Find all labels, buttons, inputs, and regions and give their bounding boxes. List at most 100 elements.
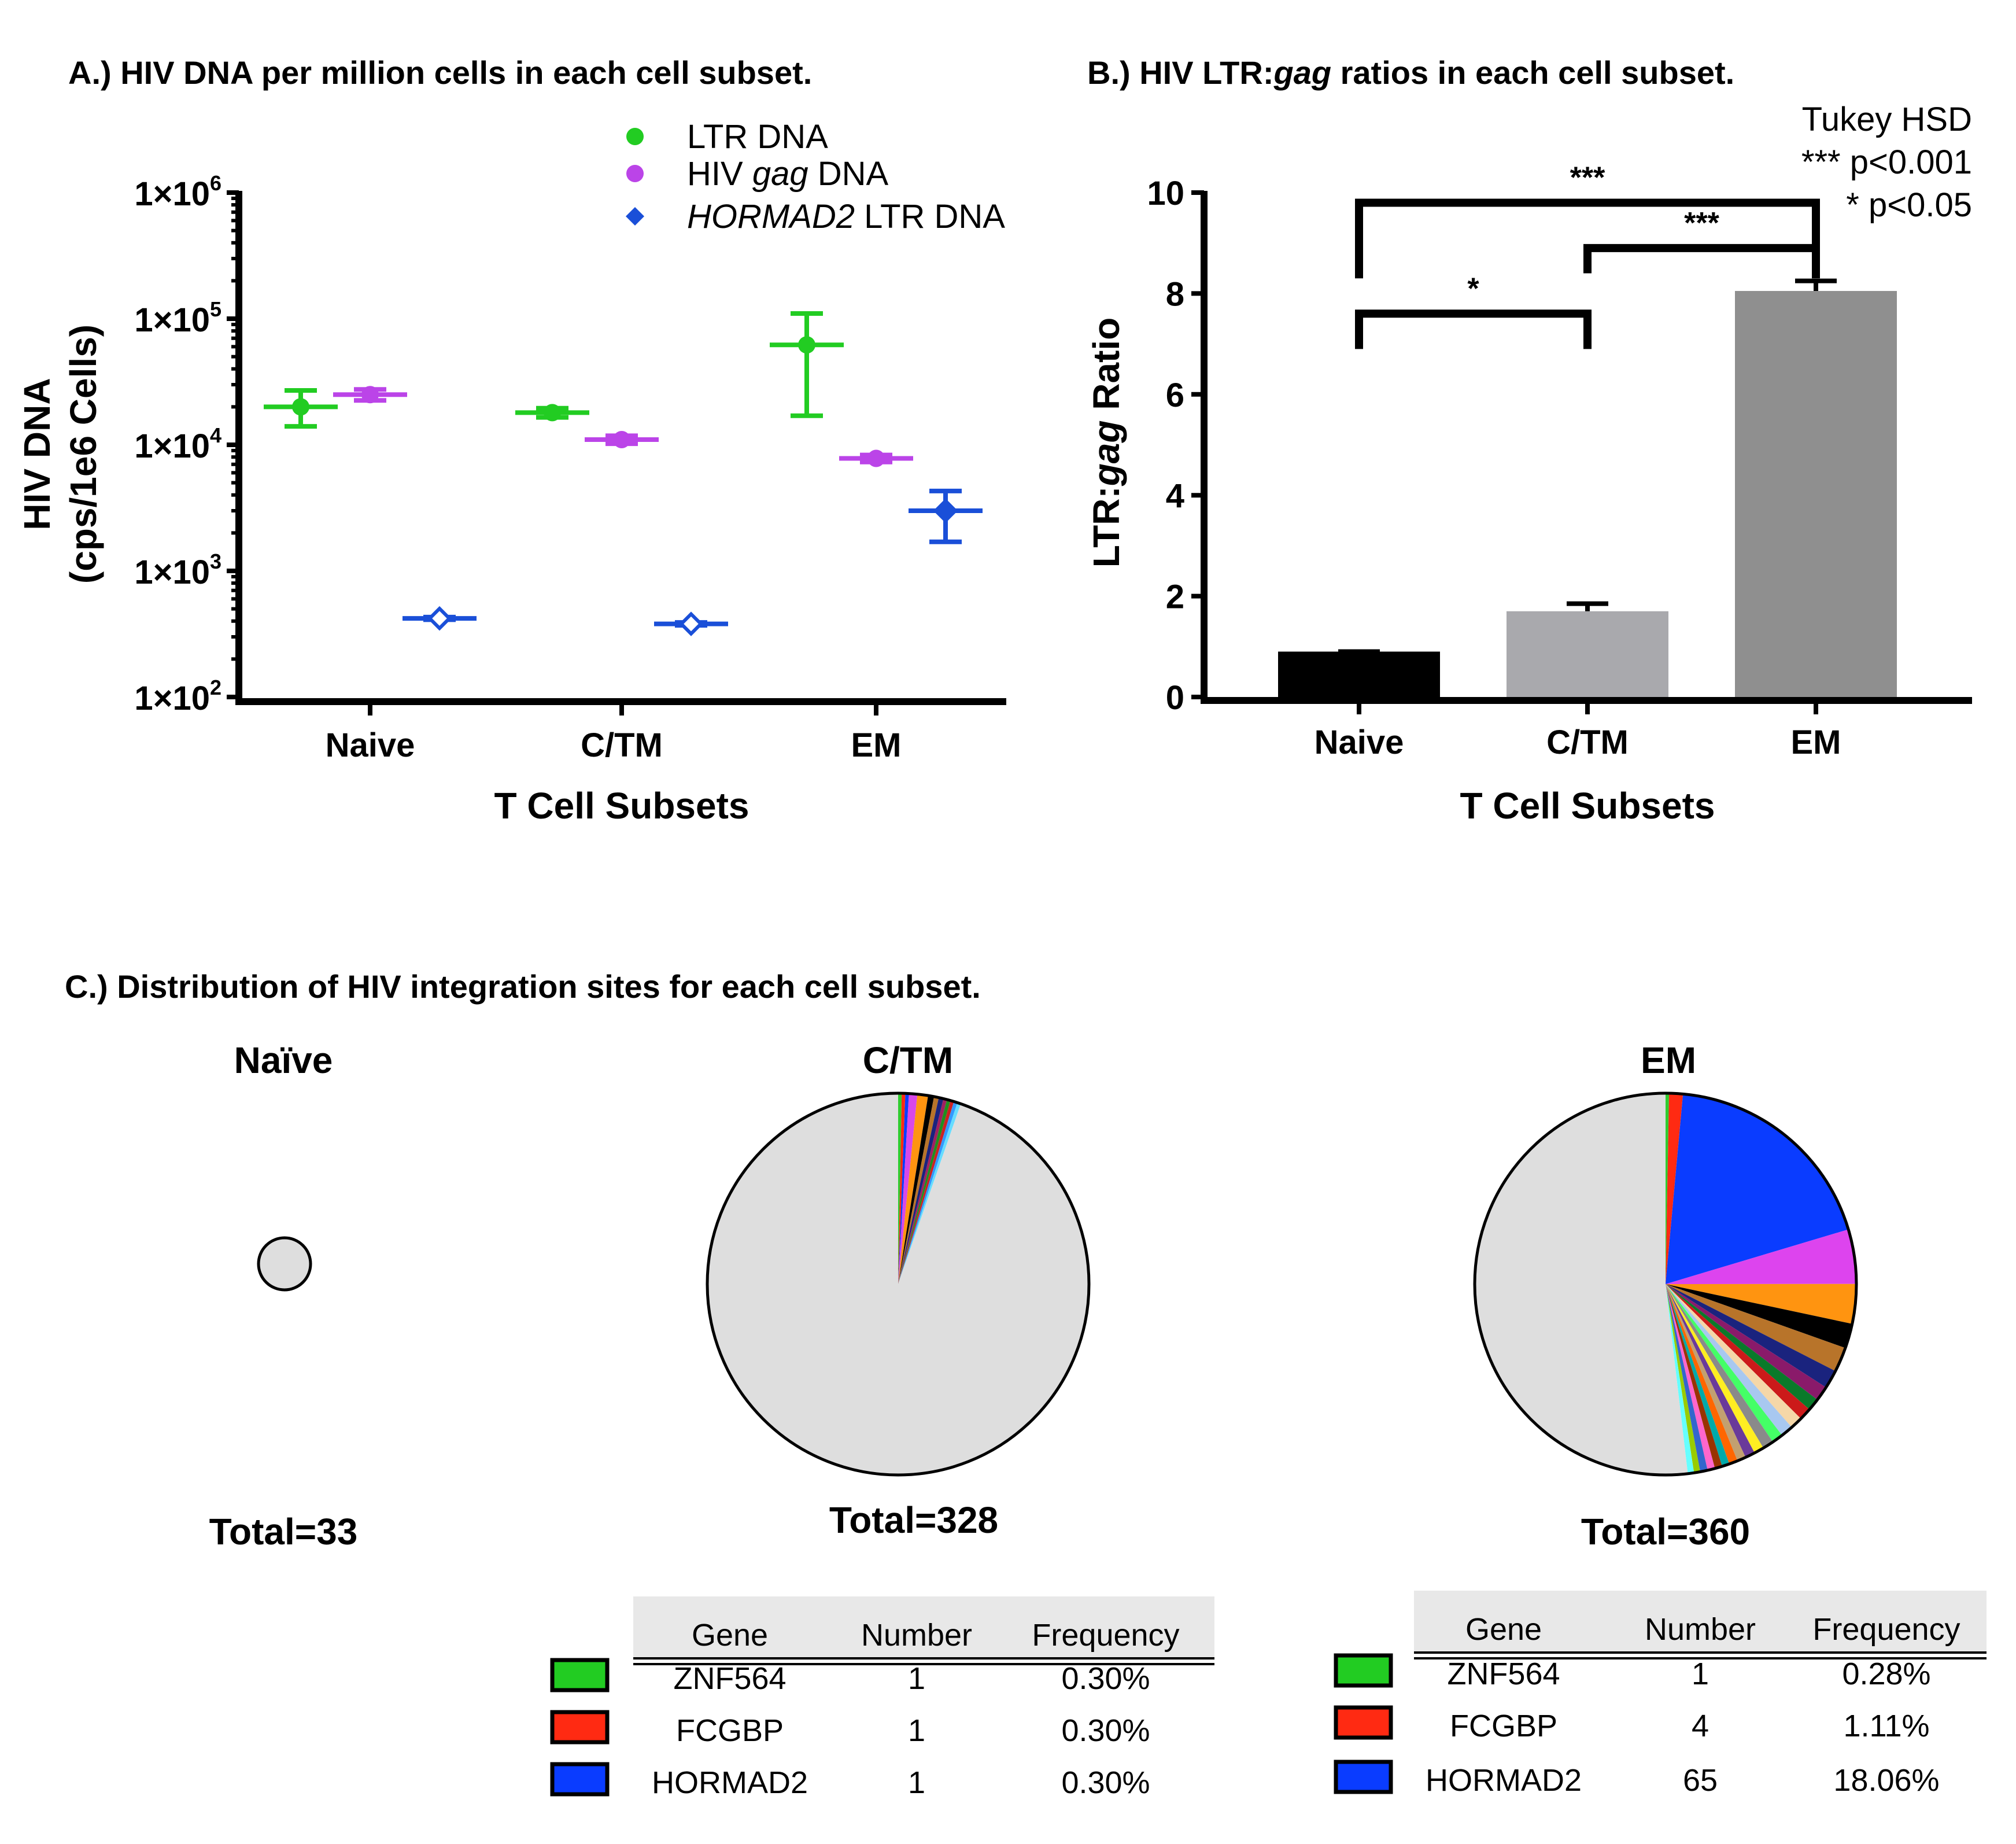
pie-outline <box>706 1091 1091 1477</box>
x-tick-label-c-tm: C/TM <box>581 726 663 764</box>
panel-c-title: C.) Distribution of HIV integration site… <box>65 968 981 1005</box>
y-tick-label: 2 <box>1166 578 1184 616</box>
color-swatch <box>550 1762 610 1797</box>
pie-slice-gene-10 <box>1666 1284 1810 1419</box>
pie-naive-title: Naïve <box>234 1039 333 1081</box>
panel-a-x-label: T Cell Subsets <box>494 785 749 827</box>
table-header-bg <box>1414 1591 1987 1654</box>
y-tick-label: 10 <box>1147 175 1184 212</box>
pie-slice-gene-18 <box>1666 1284 1738 1465</box>
frequency-cell: 0.30% <box>1061 1765 1150 1800</box>
x-tick-label-naive: Naive <box>1315 724 1404 761</box>
marker <box>678 611 704 636</box>
gene-cell: ZNF564 <box>673 1661 786 1696</box>
pie-slice-gene-7 <box>1666 1284 1836 1388</box>
point-ltr-dna-em <box>770 311 844 418</box>
bar-c-tm <box>1507 601 1668 697</box>
bracket-label: *** <box>1570 161 1605 194</box>
table-row-znf564: ZNF564 1 0.30% <box>550 1658 1150 1696</box>
pie-slice-gene-3 <box>898 1093 918 1284</box>
frequency-cell: 0.28% <box>1842 1657 1930 1691</box>
sig-bracket-naive-em: *** <box>1355 161 1820 279</box>
panel-b-significance-brackets: ******* <box>1355 161 1820 349</box>
y-tick-label: 0 <box>1166 679 1184 717</box>
table-header-gene: Gene <box>692 1618 768 1653</box>
x-tick-label-em: EM <box>851 726 902 764</box>
y-tick-label: 1×106 <box>134 171 221 213</box>
panel-b-bars <box>1278 278 1897 697</box>
pie-slice-gene-9 <box>898 1099 951 1284</box>
pie-slice-gene-22 <box>1666 1284 1708 1472</box>
pie-slice-gene-8 <box>898 1098 947 1284</box>
marker <box>361 386 379 404</box>
pie-slice-gene-19 <box>1666 1284 1730 1467</box>
color-swatch <box>1334 1653 1393 1688</box>
legend-label-hiv-gag-dna: HIV gag DNA <box>687 155 888 193</box>
pie-slice-gene-10 <box>898 1100 954 1284</box>
number-cell: 65 <box>1683 1763 1718 1798</box>
pie-slice-gene-8 <box>1666 1284 1826 1400</box>
stats-legend-p05: * p<0.05 <box>1846 186 1972 224</box>
pie-slice-gene-13 <box>1666 1284 1782 1442</box>
pie-slice-gene-20 <box>1666 1284 1722 1469</box>
marker <box>798 336 815 354</box>
x-tick-label-naive: Naive <box>326 726 415 764</box>
point-ltr-dna-naive <box>264 388 338 429</box>
frequency-cell: 18.06% <box>1833 1763 1939 1798</box>
table-row-fcgbp: FCGBP 4 1.11% <box>1334 1705 1930 1743</box>
pie-slice-znf564 <box>1666 1093 1670 1284</box>
y-tick-label: 4 <box>1166 477 1184 515</box>
pie-em-title: EM <box>1641 1039 1696 1081</box>
bar-naive <box>1278 649 1440 697</box>
pie-slice-hormad2 <box>898 1093 909 1284</box>
pie-naive-total: Total=33 <box>209 1511 358 1552</box>
panel-a-title: A.) HIV DNA per million cells in each ce… <box>68 54 812 91</box>
point-hiv-gag-dna-naive <box>333 386 407 404</box>
table-row-hormad2: HORMAD2 1 0.30% <box>550 1762 1150 1800</box>
point-hiv-gag-dna-em <box>839 449 913 467</box>
color-swatch <box>550 1658 610 1692</box>
pie-slice-gene-11 <box>1666 1284 1801 1428</box>
table-header-bg <box>633 1596 1214 1660</box>
y-tick-label: 6 <box>1166 377 1184 414</box>
y-tick-label: 1×104 <box>134 423 221 465</box>
pie-slice-gene-3 <box>1666 1229 1856 1284</box>
stats-legend-test-name: Tukey HSD <box>1802 101 1972 138</box>
pie-ctm-total: Total=328 <box>829 1499 998 1541</box>
legend-item-ltr-dna: LTR DNA <box>626 118 828 156</box>
pie-slice-other <box>257 1236 312 1292</box>
table-header-gene: Gene <box>1465 1612 1542 1647</box>
bar-rect <box>1735 291 1897 697</box>
point-hiv-gag-dna-c-tm <box>585 430 659 448</box>
panel-b-y-label: LTR:gag Ratio <box>1085 318 1127 568</box>
gene-cell: HORMAD2 <box>652 1765 808 1800</box>
gene-cell: ZNF564 <box>1447 1657 1560 1691</box>
table-row-fcgbp: FCGBP 1 0.30% <box>550 1710 1150 1748</box>
table-header-number: Number <box>1645 1612 1756 1647</box>
bracket-line <box>1355 198 1820 279</box>
point-ltr-dna-c-tm <box>515 404 589 422</box>
y-tick-label: 1×105 <box>134 297 221 339</box>
number-cell: 1 <box>908 1765 925 1800</box>
pie-slice-znf564 <box>898 1093 902 1284</box>
panel-c-pie-charts: C.) Distribution of HIV integration site… <box>65 968 1987 1800</box>
pie-naive <box>257 1236 312 1292</box>
panel-a-y-label: HIV DNA (cps/1e6 Cells) <box>16 324 104 584</box>
gene-cell: FCGBP <box>1450 1709 1557 1743</box>
pie-slice-gene-12 <box>898 1102 961 1284</box>
pie-slice-fcgbp <box>898 1093 906 1284</box>
pie-outline <box>1473 1091 1858 1477</box>
pie-slice-gene-4 <box>1666 1284 1856 1324</box>
pie-slice-gene-16 <box>1666 1284 1755 1458</box>
bar-rect <box>1278 651 1440 697</box>
frequency-cell: 1.11% <box>1843 1709 1929 1743</box>
sig-bracket-naive-c-tm: * <box>1355 272 1592 349</box>
panel-a-y-ticks: 1×106 1×105 1×104 1×103 1×102 <box>134 171 239 717</box>
pie-slice-other <box>707 1093 1089 1476</box>
panel-b-stats-legend: Tukey HSD *** p<0.001 * p<0.05 <box>1801 101 1972 224</box>
y-tick-label: 8 <box>1166 275 1184 313</box>
panel-b-title: B.) HIV LTR:gag ratios in each cell subs… <box>1087 54 1734 91</box>
pie-slice-gene-24 <box>1666 1284 1694 1474</box>
marker <box>544 404 561 422</box>
